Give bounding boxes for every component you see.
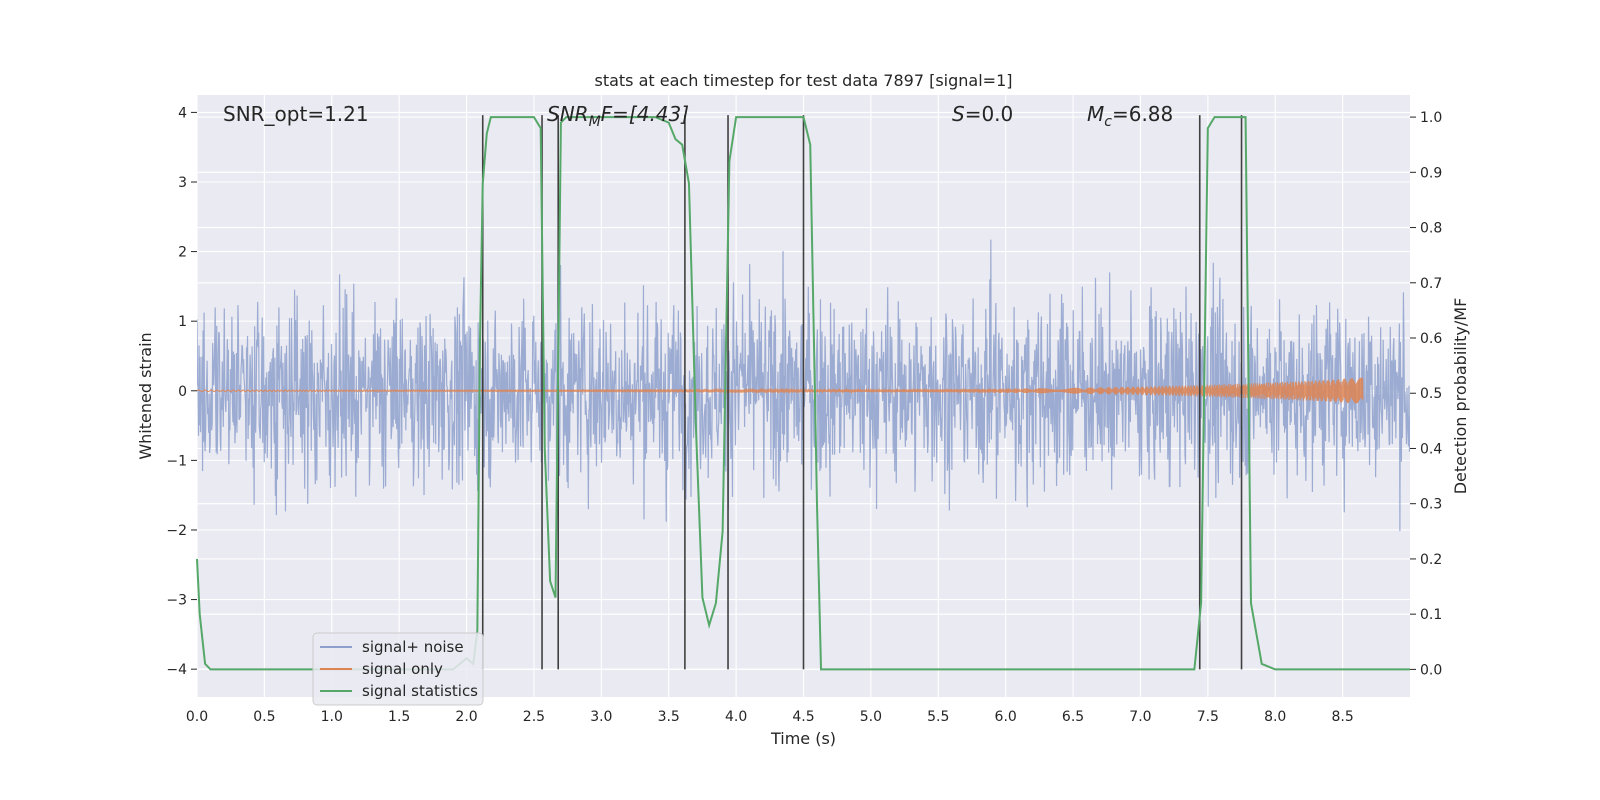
legend-label-signal-statistics: signal statistics	[362, 682, 478, 700]
y-right-tick-label: 0.3	[1420, 497, 1442, 513]
y-right-tick-label: 0.0	[1420, 662, 1442, 678]
y-right-tick-label: 0.4	[1420, 441, 1442, 457]
x-axis-ticks: 0.0 0.5 1.0 1.5 2.0 2.5 3.0 3.5 4.0 4.5 5.0 5.5 6.0 6…	[186, 709, 1354, 725]
snr-opt-annotation: SNR_opt=1.21	[223, 102, 369, 126]
x-tick-label: 4.5	[792, 709, 814, 725]
x-tick-label: 3.5	[658, 709, 680, 725]
y-right-tick-label: 0.1	[1420, 607, 1442, 623]
y-tick-label: 1	[178, 314, 187, 330]
s-label: S	[952, 102, 965, 126]
y-right-tick-label: 1.0	[1420, 110, 1442, 126]
y-tick-label: −3	[166, 593, 187, 609]
legend-box	[312, 632, 484, 706]
y-axis-ticks: 4 3 2 1 0 −1 −2 −3 −4	[166, 105, 197, 678]
y-tick-label: 3	[178, 175, 187, 191]
snr-mf-annotation: SNRMF=[4.43]	[547, 102, 689, 130]
signal-statistics-series	[196, 116, 1410, 671]
detection-vertical-lines	[481, 115, 1243, 670]
mc-annotation: Mc=6.88	[1087, 102, 1173, 130]
signal-only-series	[196, 377, 1364, 404]
x-tick-label: 2.0	[455, 709, 477, 725]
x-tick-label: 1.0	[321, 709, 343, 725]
y-tick-label: 2	[178, 245, 187, 261]
y-tick-label: 4	[178, 105, 187, 121]
y-right-tick-label: 0.2	[1420, 552, 1442, 568]
y-right-tick-label: 0.7	[1420, 276, 1442, 292]
y-tick-label: 0	[178, 384, 187, 400]
x-tick-label: 8.0	[1264, 709, 1286, 725]
y-right-tick-label: 0.5	[1420, 386, 1442, 402]
legend-label-signal-only: signal only	[362, 660, 443, 678]
chart-title: stats at each timestep for test data 789…	[594, 71, 1012, 90]
x-tick-label: 7.5	[1197, 709, 1219, 725]
x-tick-label: 4.0	[725, 709, 747, 725]
x-tick-label: 5.0	[860, 709, 882, 725]
x-tick-label: 0.0	[186, 709, 208, 725]
signal-statistics-line	[196, 116, 1410, 671]
snr-mf-base: SNR	[547, 102, 589, 126]
mc-sub: c	[1104, 114, 1112, 130]
y-right-axis-label: Detection probability/MF	[1451, 298, 1470, 495]
snr-mf-rest: F=[4.43]	[601, 102, 689, 126]
y-right-tick-label: 0.6	[1420, 331, 1442, 347]
y-right-tick-label: 0.9	[1420, 165, 1442, 181]
x-axis-label: Time (s)	[770, 729, 836, 748]
y-right-axis-ticks: 1.0 0.9 0.8 0.7 0.6 0.5 0.4 0.3 0.2 0.1 0.0	[1410, 110, 1442, 678]
y-axis-label: Whitened strain	[136, 332, 155, 459]
y-right-tick-label: 0.8	[1420, 221, 1442, 237]
s-value: =0.0	[965, 102, 1014, 126]
y-tick-label: −1	[166, 453, 187, 469]
x-tick-label: 6.5	[1062, 709, 1084, 725]
x-tick-label: 3.0	[590, 709, 612, 725]
y-tick-label: −2	[166, 523, 187, 539]
x-tick-label: 2.5	[523, 709, 545, 725]
s-annotation: S=0.0	[952, 102, 1013, 126]
snr-mf-sub: M	[589, 114, 601, 130]
x-tick-label: 0.5	[253, 709, 275, 725]
x-tick-label: 1.5	[388, 709, 410, 725]
mc-base: M	[1087, 102, 1104, 126]
signal-only-line	[196, 377, 1364, 404]
y-tick-label: −4	[166, 662, 187, 678]
x-tick-label: 8.5	[1331, 709, 1353, 725]
legend: signal+ noise signal only signal statist…	[312, 632, 484, 706]
x-tick-label: 7.0	[1129, 709, 1151, 725]
x-tick-label: 5.5	[927, 709, 949, 725]
legend-label-signal-noise: signal+ noise	[362, 638, 464, 656]
mc-value: =6.88	[1112, 102, 1173, 126]
x-tick-label: 6.0	[995, 709, 1017, 725]
